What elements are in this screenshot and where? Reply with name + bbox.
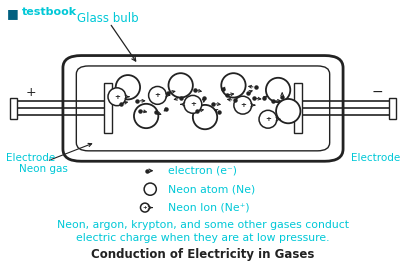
Text: Neon Ion (Ne⁺): Neon Ion (Ne⁺) [168,203,249,212]
Text: +: + [154,92,160,98]
Text: ■: ■ [7,7,19,20]
Bar [103,83,112,134]
Ellipse shape [140,203,149,212]
Ellipse shape [258,110,276,128]
Text: Neon, argon, krypton, and some other gases conduct
electric charge when they are: Neon, argon, krypton, and some other gas… [57,220,348,243]
Ellipse shape [233,96,251,114]
Text: +: + [114,94,119,100]
Ellipse shape [148,86,166,104]
Text: +: + [264,116,270,122]
Ellipse shape [115,75,140,99]
Bar [388,98,395,119]
Text: Neon gas: Neon gas [19,164,68,174]
Ellipse shape [192,105,217,129]
Bar [10,98,17,119]
Text: +: + [239,102,245,108]
Ellipse shape [108,88,126,106]
Ellipse shape [168,73,192,98]
Text: electron (e⁻): electron (e⁻) [168,166,237,176]
Text: testbook: testbook [22,7,77,17]
Text: −: − [371,85,382,99]
Text: +: + [190,101,195,107]
Text: +: + [25,86,36,99]
Ellipse shape [265,78,290,102]
Text: +: + [142,205,147,210]
Text: Electrode: Electrode [6,153,55,163]
Text: Conduction of Electricity in Gases: Conduction of Electricity in Gases [91,248,314,261]
Text: Glass bulb: Glass bulb [77,12,138,25]
Ellipse shape [183,95,201,113]
Text: Electrode: Electrode [350,153,399,163]
Ellipse shape [275,99,300,123]
Bar [293,83,302,134]
Text: Neon atom (Ne): Neon atom (Ne) [168,184,255,194]
Ellipse shape [221,73,245,98]
FancyBboxPatch shape [63,56,342,161]
Ellipse shape [144,183,156,195]
Ellipse shape [134,104,158,128]
